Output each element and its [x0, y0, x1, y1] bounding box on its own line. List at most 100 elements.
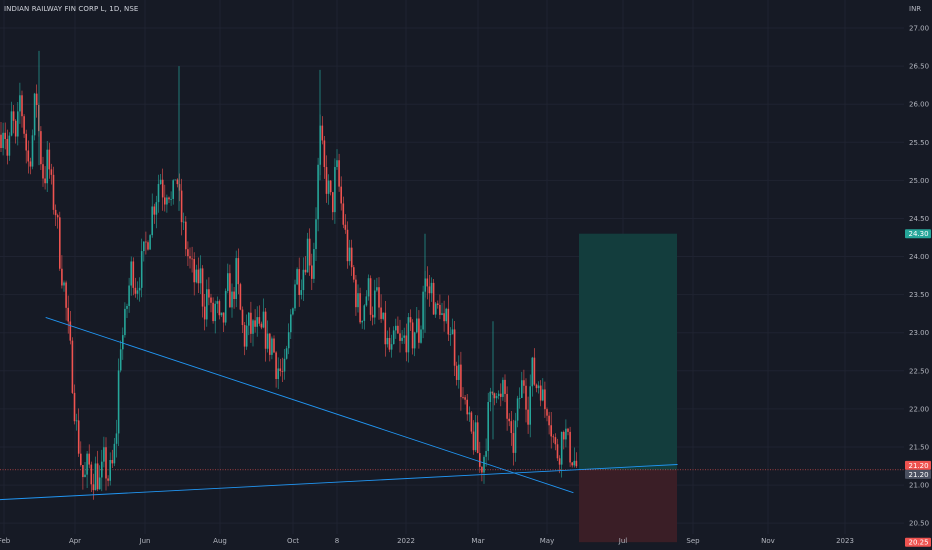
x-tick-label: Nov: [761, 537, 775, 545]
time-axis[interactable]: Feb Apr Jun Aug Oct 8 2022 Mar May Jul Sep Nov 2023: [0, 537, 854, 545]
candle-body: [159, 179, 162, 184]
candle-body: [382, 312, 384, 319]
candle-body: [96, 463, 99, 490]
candle-body: [222, 312, 225, 323]
candle-body: [296, 269, 298, 285]
candle-body: [304, 269, 307, 273]
candle-body: [206, 289, 208, 320]
candle-body: [287, 332, 290, 349]
candle-body: [50, 169, 53, 175]
candle-body: [243, 325, 246, 347]
stop-zone[interactable]: [579, 469, 677, 543]
candle-body: [292, 308, 294, 315]
candle-body: [143, 241, 145, 252]
candle-body: [199, 268, 202, 284]
candle-body: [558, 458, 561, 465]
candle-body: [300, 290, 303, 295]
candle-body: [443, 313, 445, 322]
candle-body: [35, 93, 38, 105]
candle-body: [155, 202, 158, 215]
candle-body: [214, 303, 216, 322]
candle-body: [458, 364, 460, 380]
candle-body: [569, 431, 571, 463]
candle-body: [208, 289, 210, 298]
candle-body: [197, 269, 200, 284]
candle-body: [101, 461, 103, 478]
candle-body: [455, 365, 458, 380]
y-tick-label: 23.00: [909, 329, 929, 337]
candle-body: [388, 338, 391, 350]
candle-body: [430, 282, 433, 294]
price-label-1: 24.30: [905, 229, 931, 239]
candle-body: [453, 329, 456, 366]
price-label-text: 21.20: [909, 462, 929, 470]
candle-body: [403, 335, 405, 338]
candle-body: [348, 247, 351, 262]
trendline-2[interactable]: [0, 464, 678, 501]
candle-body: [334, 167, 336, 213]
candle-body: [563, 431, 565, 440]
candle-body: [191, 258, 193, 260]
candle-body: [212, 302, 214, 322]
candle-body: [405, 335, 408, 353]
candle-body: [113, 443, 116, 464]
y-tick-label: 26.00: [909, 101, 929, 109]
candle-body: [470, 412, 473, 432]
x-tick-label: Mar: [471, 537, 484, 545]
candle-body: [103, 447, 105, 462]
candle-body: [65, 282, 67, 308]
candle-body: [464, 397, 466, 400]
y-tick-label: 27.00: [909, 25, 929, 33]
price-label-bg: [905, 537, 931, 547]
candle-body: [506, 393, 508, 419]
candle-body: [460, 364, 462, 398]
price-label-bg: [905, 469, 931, 479]
y-tick-label: 20.50: [909, 520, 929, 528]
candle-body: [350, 247, 353, 268]
candle-body: [161, 179, 164, 198]
candle-body: [409, 317, 412, 323]
candle-body: [12, 111, 15, 121]
candle-body: [418, 318, 420, 343]
y-tick-label: 22.50: [909, 367, 929, 375]
candle-body: [500, 393, 502, 397]
candle-body: [235, 258, 237, 300]
candle-body: [189, 256, 191, 259]
y-tick-label: 25.50: [909, 139, 929, 147]
candle-body: [306, 238, 309, 273]
candle-body: [248, 312, 250, 326]
trendline-1[interactable]: [45, 317, 574, 494]
candle-body: [279, 368, 282, 372]
candle-body: [245, 325, 248, 347]
candle-body: [531, 357, 534, 387]
candle-body: [571, 462, 573, 466]
candle-body: [80, 453, 82, 466]
candle-body: [277, 368, 279, 379]
candle-body: [548, 415, 550, 426]
candle-body: [508, 418, 510, 422]
target-zone[interactable]: [579, 233, 677, 470]
price-axis[interactable]: 27.00 26.50 26.00 25.50 25.00 24.50 24.00 23.50…: [909, 5, 929, 528]
candle-body: [493, 393, 496, 399]
candle-body: [203, 306, 206, 320]
candle-body: [485, 451, 487, 457]
candle-body: [445, 308, 447, 322]
candle-body: [468, 412, 471, 415]
candle-body: [546, 409, 548, 416]
candle-body: [59, 217, 61, 269]
candle-body: [422, 291, 424, 330]
grid-lines: [0, 0, 904, 534]
candle-body: [514, 420, 517, 453]
y-tick-label: 25.00: [909, 177, 929, 185]
trendlines[interactable]: [0, 317, 678, 501]
candle-body: [132, 261, 135, 288]
candle-body: [46, 149, 48, 184]
candle-body: [149, 235, 151, 250]
candle-body: [439, 304, 441, 315]
candle-body: [384, 312, 387, 345]
candle-body: [164, 197, 166, 205]
candle-body: [321, 125, 324, 141]
candle-body: [527, 409, 529, 425]
